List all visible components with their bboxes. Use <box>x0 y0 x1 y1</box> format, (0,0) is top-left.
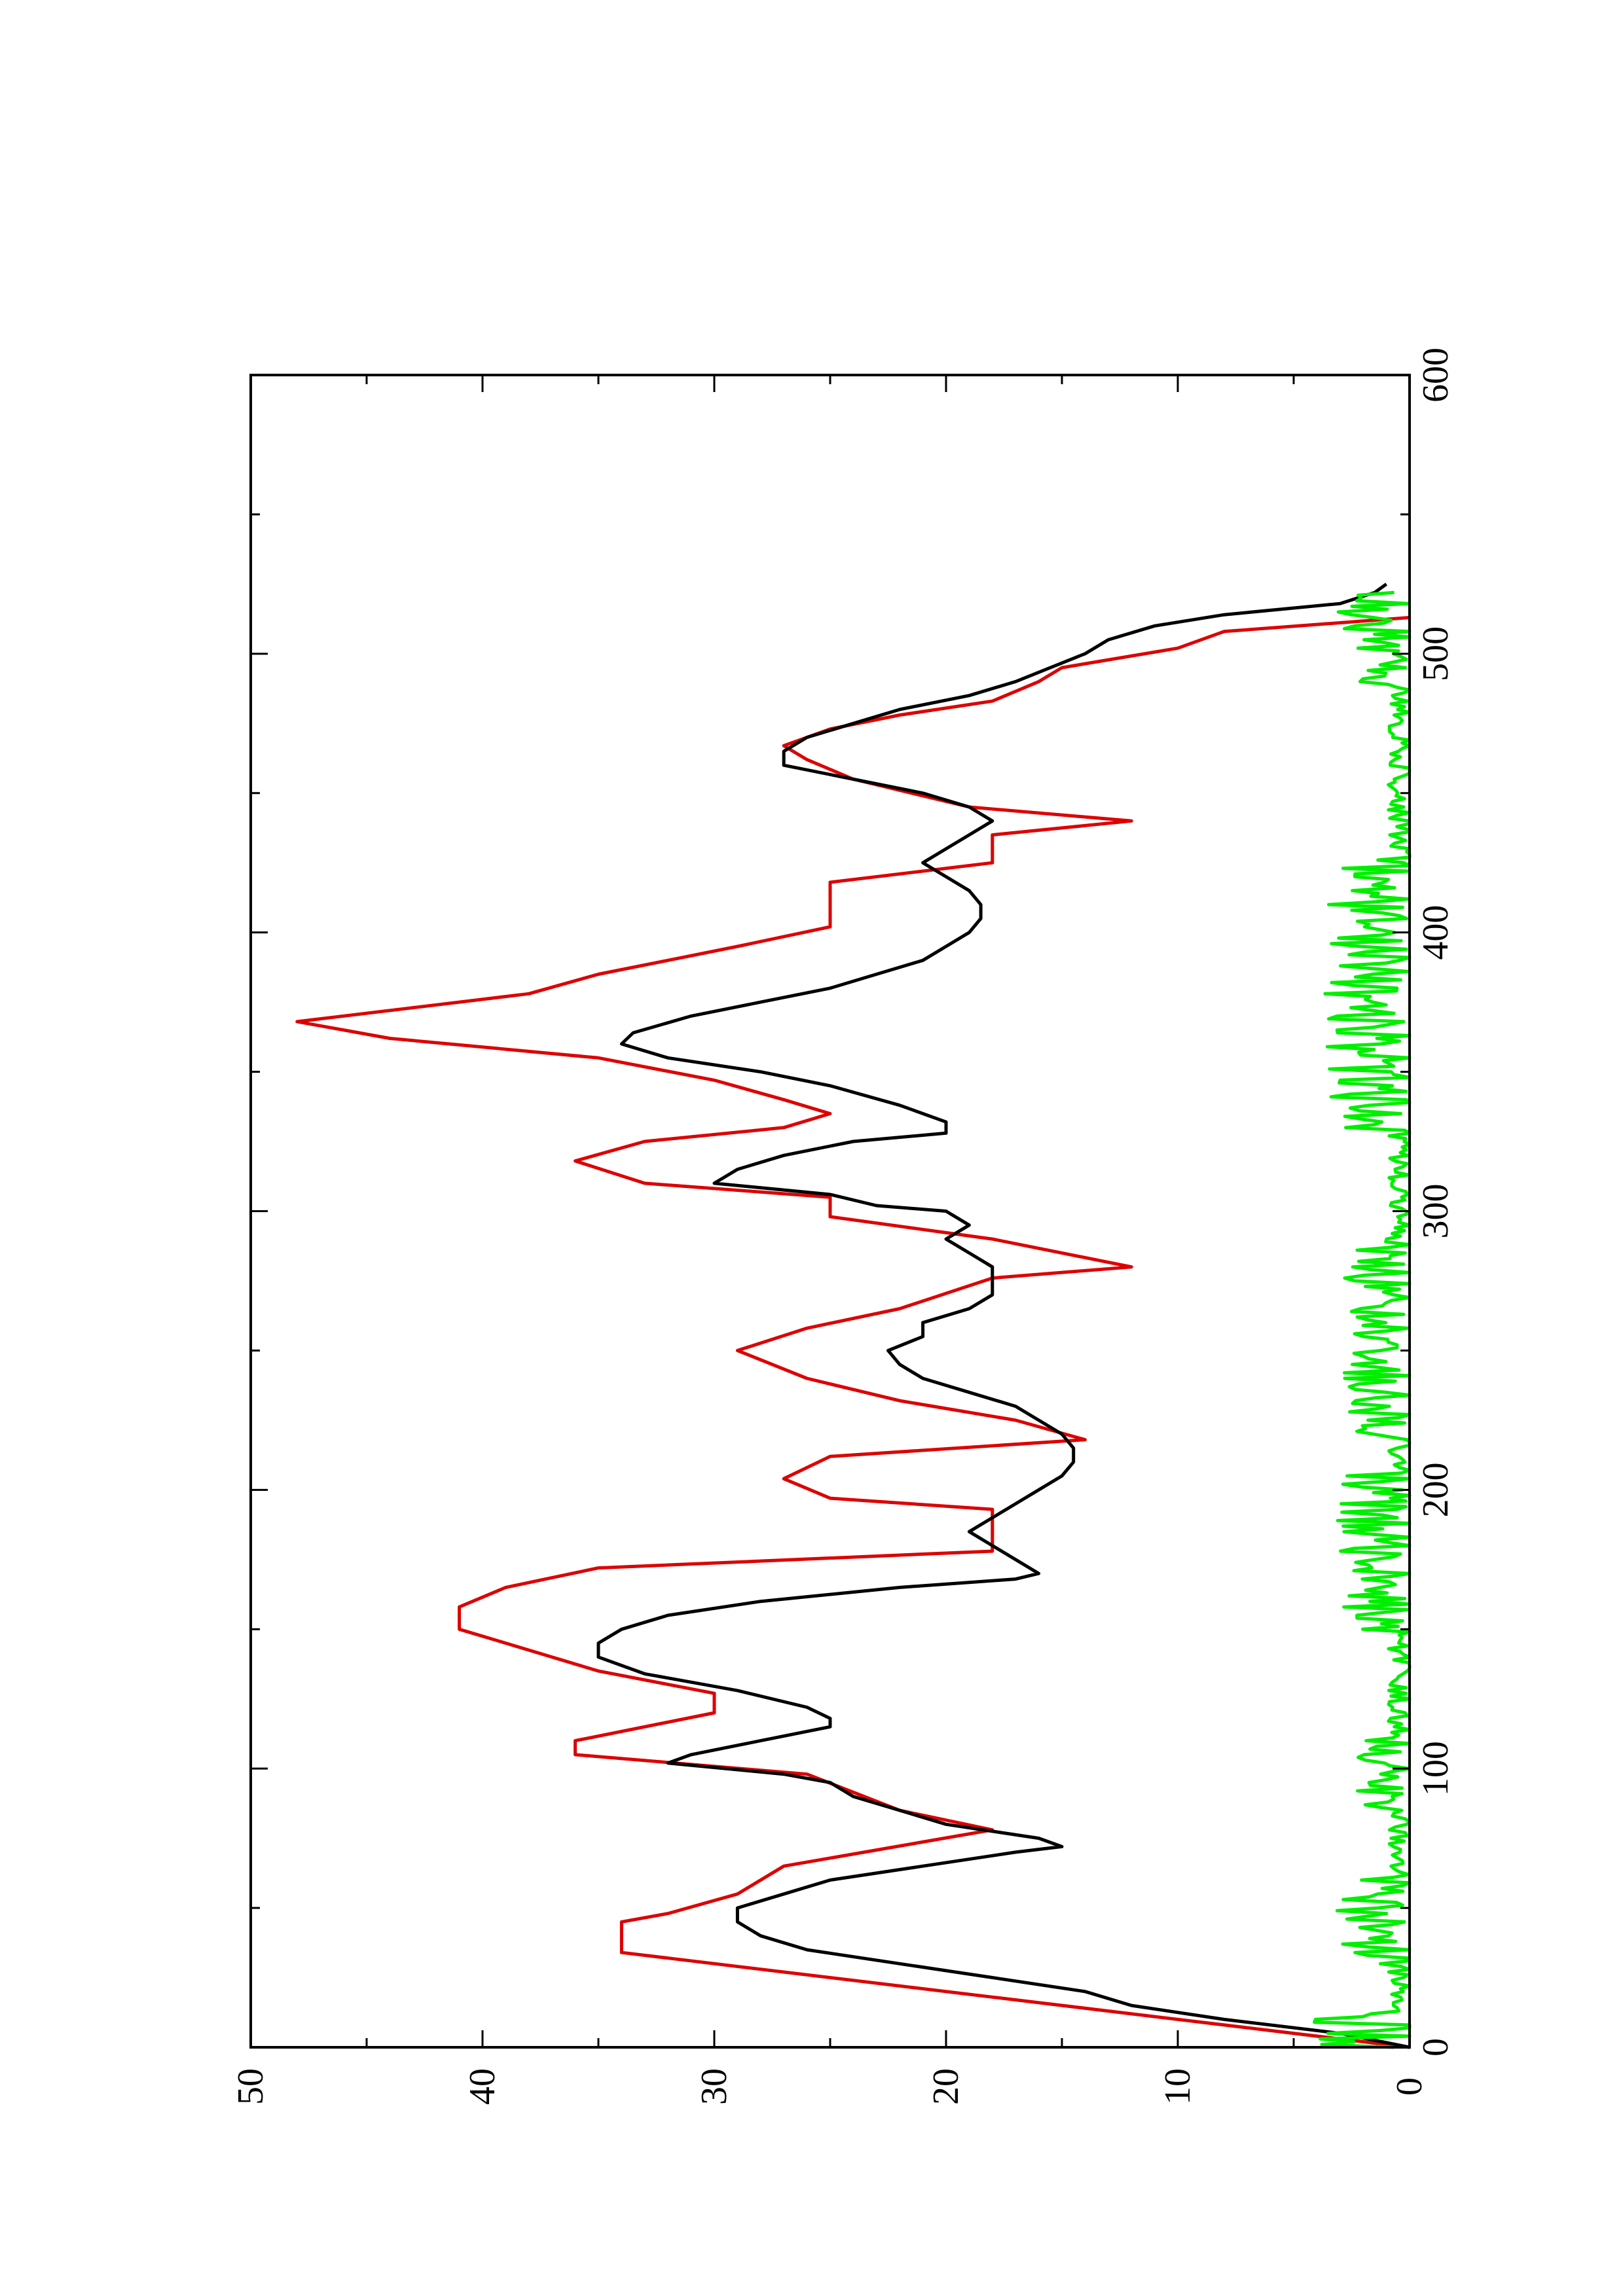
y-tick-label: 30 <box>694 2068 735 2105</box>
plot-frame <box>249 374 1411 2049</box>
series-line-2 <box>1313 590 1412 2049</box>
x-tick-label: 100 <box>1415 1741 1456 1796</box>
x-tick-label: 300 <box>1415 1184 1456 1239</box>
plot-layer <box>295 583 1412 2049</box>
x-tick-label: 200 <box>1415 1462 1456 1517</box>
x-tick-label: 500 <box>1415 626 1456 681</box>
x-tick-label: 600 <box>1415 348 1456 403</box>
x-tick-label: 0 <box>1415 2038 1456 2056</box>
y-tick-label: 10 <box>1158 2068 1198 2105</box>
x-tick-label: 400 <box>1415 905 1456 960</box>
y-tick-label: 50 <box>230 2068 271 2105</box>
y-tick-label: 0 <box>1389 2077 1430 2096</box>
series-line-1 <box>596 583 1410 2049</box>
y-tick-label: 20 <box>926 2068 966 2105</box>
y-tick-label: 40 <box>462 2068 503 2105</box>
tick-layer: 0 100 200 300 400 500 600 0 10 20 30 40 50 <box>230 348 1456 2105</box>
